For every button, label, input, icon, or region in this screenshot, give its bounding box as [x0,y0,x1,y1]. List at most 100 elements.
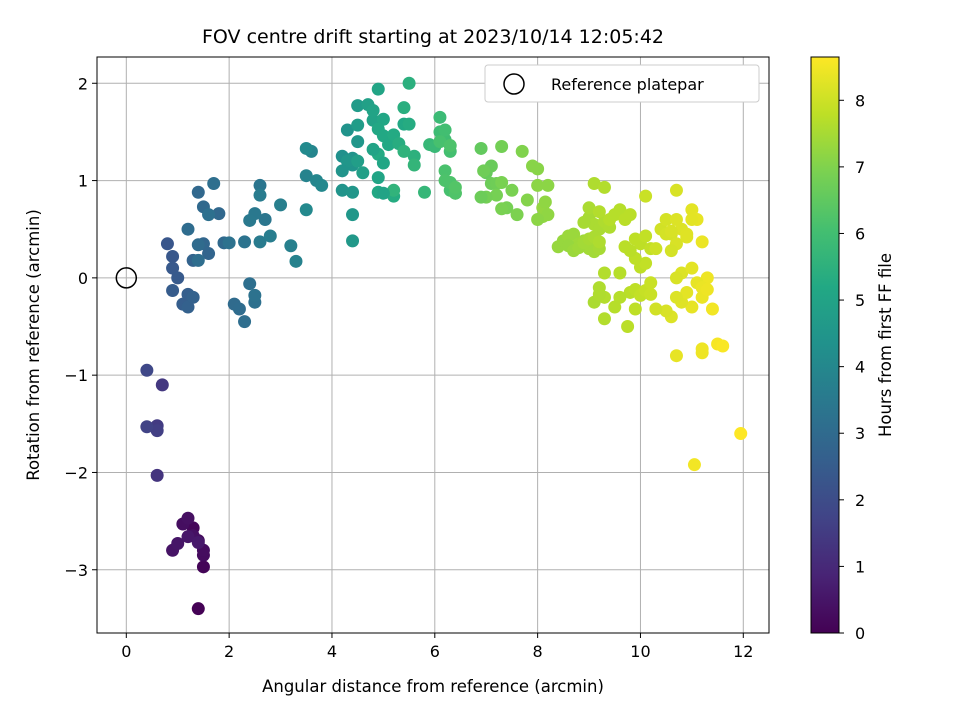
data-point [232,302,246,316]
data-point [623,208,637,222]
data-point [621,320,635,334]
data-point [346,208,360,222]
data-point [669,183,683,197]
data-point [613,203,627,217]
data-point [608,300,622,314]
data-point [443,139,457,153]
data-point [222,236,236,250]
y-tick-label: 0 [78,269,88,288]
colorbar-tick-label: 6 [855,224,865,243]
data-point [289,254,303,268]
colorbar-tick-label: 7 [855,158,865,177]
data-point [274,198,288,212]
data-point [397,144,411,158]
data-point [181,222,195,236]
data-point [150,424,164,438]
x-tick-label: 10 [630,642,650,661]
data-point [680,285,694,299]
data-point [181,530,195,544]
data-point [495,140,509,154]
legend-box [484,64,760,103]
x-axis-label: Angular distance from reference (arcmin) [262,677,604,696]
data-point [734,427,748,441]
data-point [639,189,653,203]
data-point [299,169,313,183]
data-point [669,212,683,226]
data-point [202,208,216,222]
data-point [186,290,200,304]
data-point [433,135,447,149]
data-point [695,235,709,249]
data-point [366,104,380,118]
colorbar-ticks: 0 1 2 3 4 5 6 7 8 [839,91,865,643]
data-point [685,203,699,217]
data-point [243,277,257,291]
data-point [351,154,365,168]
data-point [299,203,313,217]
data-point [474,190,488,204]
y-tick-label: −2 [64,463,88,482]
data-point [438,174,452,188]
data-point [340,123,354,137]
data-point [685,212,699,226]
data-point [376,112,390,126]
data-point [618,240,632,254]
data-point [376,186,390,200]
data-point [150,468,164,482]
legend-label: Reference platepar [551,75,704,94]
data-point [664,244,678,258]
data-point [382,138,396,152]
colorbar-tick-label: 0 [855,624,865,643]
data-point [577,215,591,229]
data-point [351,99,365,113]
data-point [315,178,329,192]
reference-platepar-marker [115,267,138,289]
data-point [597,266,611,280]
data-point [181,300,195,314]
data-point [335,183,349,197]
data-point [351,135,365,149]
data-point [171,536,185,550]
colorbar-tick-label: 8 [855,91,865,110]
data-point [664,224,678,238]
data-point [687,458,701,472]
data-point [669,290,683,304]
data-point [700,283,714,297]
data-point [346,185,360,199]
data-point [520,193,534,207]
data-point [397,101,411,115]
data-point [438,164,452,178]
data-point [407,158,421,172]
data-point [531,178,545,192]
data-point [181,511,195,525]
data-point [505,183,519,197]
data-point [438,123,452,137]
chart-title: FOV centre drift starting at 2023/10/14 … [202,26,664,48]
data-point [299,141,313,155]
data-point [489,188,503,202]
colorbar-tick-label: 3 [855,424,865,443]
data-point [140,363,154,377]
data-point [258,212,272,226]
data-point [597,312,611,326]
data-point [510,208,524,222]
x-tick-label: 6 [430,642,440,661]
data-point [639,256,653,270]
data-point [155,378,169,392]
colorbar-tick-label: 1 [855,557,865,576]
data-point [166,249,180,263]
colorbar-label: Hours from first FF file [876,253,895,437]
data-point [253,235,267,249]
data-point [356,166,370,180]
data-point [538,195,552,209]
data-point [541,178,555,192]
data-point [515,144,529,158]
data-point [669,349,683,363]
y-tick-label: 2 [78,74,88,93]
data-point [659,304,673,318]
data-point [531,212,545,226]
data-point [680,230,694,244]
data-point [191,238,205,252]
data-point [238,315,252,329]
